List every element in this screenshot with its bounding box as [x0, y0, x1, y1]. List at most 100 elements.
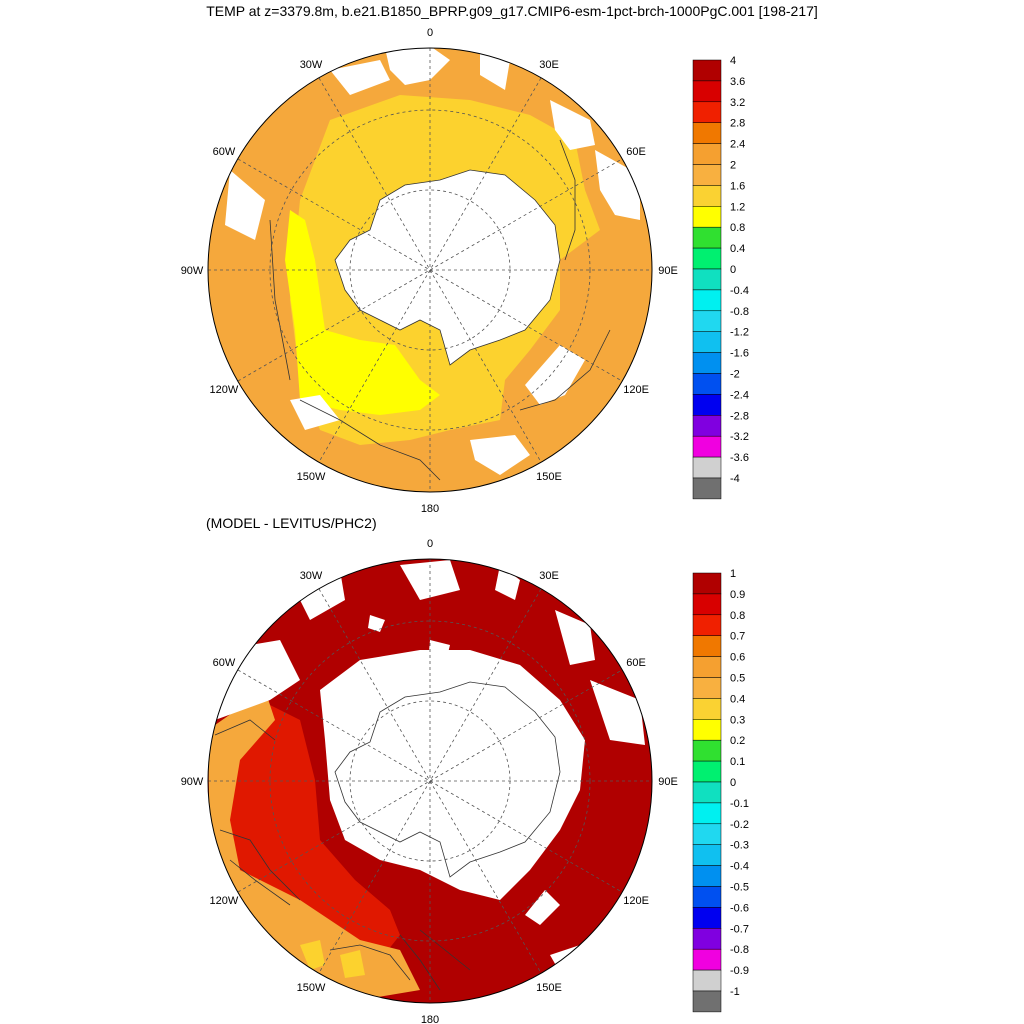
- colorbar-swatch: [692, 435, 722, 458]
- colorbar-label: 1.2: [730, 201, 745, 213]
- colorbar-swatch: [692, 352, 722, 374]
- colorbar-label: -2.4: [730, 389, 749, 401]
- contour-line: [214, 719, 471, 991]
- longitude-label: 30E: [539, 570, 559, 582]
- longitude-label: 180: [421, 503, 439, 515]
- page-title: TEMP at z=3379.8m, b.e21.B1850_BPRP.g09_…: [206, 3, 818, 19]
- colorbar-swatch: [692, 948, 722, 971]
- colorbar-swatch: [692, 593, 722, 616]
- colorbar-swatch: [692, 928, 722, 950]
- longitude-label: 0: [427, 27, 433, 39]
- colorbar-swatch: [692, 823, 722, 845]
- longitude-label: 60W: [213, 657, 236, 669]
- colorbar-label: -0.8: [730, 306, 749, 318]
- colorbar-swatch: [692, 289, 722, 312]
- longitude-label: 180: [421, 1014, 439, 1024]
- colorbar-swatch: [692, 164, 722, 186]
- map-boundary: [207, 558, 653, 1004]
- colorbar-swatch: [692, 719, 722, 741]
- colorbar-swatch: [692, 143, 722, 165]
- colorbar-label: -0.4: [730, 861, 749, 873]
- colorbar-swatch: [692, 739, 722, 762]
- colorbar-label: -0.2: [730, 819, 749, 831]
- colorbar-label: 3.2: [730, 97, 745, 109]
- colorbar-label: 0.1: [730, 756, 745, 768]
- longitude-label: 60W: [213, 146, 236, 158]
- colorbar-swatch: [692, 122, 722, 144]
- colorbar-swatch: [692, 268, 722, 291]
- colorbar-label: 0.7: [730, 631, 745, 643]
- longitude-label: 0: [427, 538, 433, 550]
- colorbar-label: -1.6: [730, 348, 749, 360]
- antarctica-landmass: [334, 169, 561, 366]
- colorbar-swatch: [692, 760, 722, 783]
- longitude-label: 150W: [297, 982, 326, 994]
- colorbar-swatch: [692, 226, 722, 249]
- colorbar-swatch: [692, 969, 722, 992]
- colorbar-swatch: [692, 80, 722, 103]
- temperature-map: 0 30E 60E 90E 120E 150E 180 150W 120W 90W 60W 30W 4…: [181, 27, 749, 515]
- longitude-label: 30W: [300, 570, 323, 582]
- graticule: [208, 48, 652, 492]
- colorbar-label: 0: [730, 264, 736, 276]
- longitude-label: 120W: [210, 895, 239, 907]
- colorbar-swatch: [692, 373, 722, 395]
- colorbar-swatch: [692, 394, 722, 416]
- map-boundary: [207, 47, 653, 493]
- colorbar-label: 0: [730, 777, 736, 789]
- colorbar-label: -1.2: [730, 327, 749, 339]
- colorbar-label: -0.9: [730, 965, 749, 977]
- colorbar-label: -0.6: [730, 902, 749, 914]
- longitude-label: 90E: [658, 776, 678, 788]
- colorbar-swatch: [692, 247, 722, 270]
- colorbar-label: -0.7: [730, 923, 749, 935]
- longitude-label: 30W: [300, 59, 323, 71]
- longitude-label: 120W: [210, 384, 239, 396]
- longitude-labels: 0 30E 60E 90E 120E 150E 180 150W 120W 90W 60W 30W: [181, 538, 678, 1024]
- colorbar-label: 2: [730, 160, 736, 172]
- colorbar-label: 0.2: [730, 735, 745, 747]
- longitude-label: 150E: [536, 982, 562, 994]
- colorbar-swatch: [692, 907, 722, 929]
- colorbar-swatch: [692, 886, 722, 908]
- colorbar-label: 4: [730, 55, 736, 67]
- colorbar-label: -2: [730, 369, 740, 381]
- colorbar-swatch: [692, 865, 722, 887]
- longitude-label: 150E: [536, 471, 562, 483]
- colorbar-swatch: [692, 698, 722, 720]
- longitude-label: 90W: [181, 776, 204, 788]
- longitude-label: 120E: [623, 895, 649, 907]
- colorbar-swatch: [692, 802, 722, 825]
- colorbar-label: -0.4: [730, 285, 749, 297]
- colorbar-label: 0.6: [730, 652, 745, 664]
- colorbar-label: 0.8: [730, 222, 745, 234]
- colorbar-swatch: [692, 656, 722, 678]
- colorbar-label: -0.3: [730, 840, 749, 852]
- colorbar-swatch: [692, 206, 722, 228]
- colorbar-swatch: [692, 677, 722, 699]
- colorbar-label: 0.4: [730, 243, 745, 255]
- temperature-colorbar: 4 3.6 3.2 2.8 2.4 2 1.6 1.2 0.8 0.4 0 -0.4 -0.8 -1.2 -…: [692, 55, 749, 500]
- difference-colorbar: 1 0.9 0.8 0.7 0.6 0.5 0.4 0.3 0.2 0.1 0 -0.1 -0.2 -0.…: [692, 568, 749, 1013]
- longitude-label: 150W: [297, 471, 326, 483]
- colorbar-label: -3.2: [730, 431, 749, 443]
- colorbar-swatch: [692, 185, 722, 207]
- colorbar-label: 2.8: [730, 118, 745, 130]
- longitude-label: 90E: [658, 265, 678, 277]
- colorbar-label: 0.9: [730, 589, 745, 601]
- colorbar-label: 2.4: [730, 139, 745, 151]
- colorbar-label: -1: [730, 986, 740, 998]
- colorbar-swatch: [692, 635, 722, 657]
- antarctica-landmass: [334, 681, 561, 878]
- difference-subtitle: (MODEL - LEVITUS/PHC2): [206, 515, 377, 531]
- colorbar-label: 0.4: [730, 693, 745, 705]
- colorbar-swatch: [692, 781, 722, 804]
- longitude-labels: 0 30E 60E 90E 120E 150E 180 150W 120W 90W 60W 30W: [181, 27, 678, 515]
- ocean-fill-cold: [285, 210, 440, 415]
- colorbar-label: 3.6: [730, 76, 745, 88]
- colorbar-swatch: [692, 477, 722, 500]
- colorbar-swatch: [692, 844, 722, 866]
- contour-line: [269, 139, 611, 481]
- colorbar-swatch: [692, 59, 722, 82]
